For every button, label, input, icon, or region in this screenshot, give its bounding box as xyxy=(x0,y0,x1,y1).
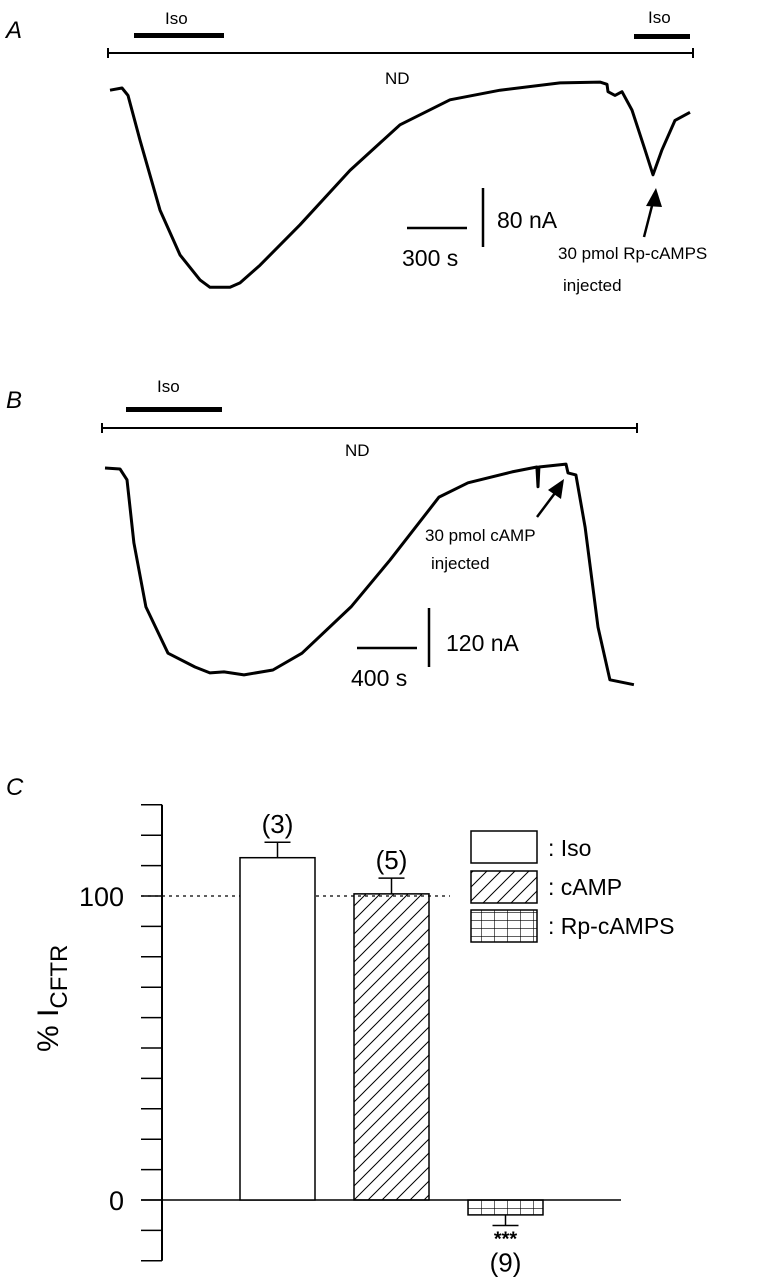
legend-label-iso: : Iso xyxy=(548,835,591,861)
iso-bar-a2 xyxy=(634,34,690,39)
n-label-camp: (5) xyxy=(376,845,408,875)
legend-swatch-camp xyxy=(470,870,538,904)
current-trace-b xyxy=(104,462,635,687)
annotation-b-line2: injected xyxy=(431,554,490,573)
legend-label-camp: : cAMP xyxy=(548,874,622,900)
time-scale-label-b: 400 s xyxy=(351,665,407,691)
panel-label-c: C xyxy=(6,774,24,801)
significance-label-rp-camps: *** xyxy=(494,1229,518,1251)
iso-bar-a1 xyxy=(134,33,224,38)
svg-text:% ICFTR: % ICFTR xyxy=(32,945,73,1052)
legend-label-rp-camps: : Rp-cAMPS xyxy=(548,913,675,939)
annotation-a-line1: 30 pmol Rp-cAMPS xyxy=(558,244,707,263)
bars: (3) (5) ***(9) xyxy=(239,809,544,1278)
current-trace-a xyxy=(109,80,691,289)
iso-bar-b xyxy=(126,407,222,412)
iso-label-b: Iso xyxy=(157,377,180,396)
y-axis-label: % ICFTR xyxy=(32,945,73,1052)
annotation-a-line2: injected xyxy=(563,276,622,295)
iso-label-a1: Iso xyxy=(165,9,188,28)
arrow-icon-b xyxy=(536,479,564,518)
nd-bar-b xyxy=(101,423,638,433)
nd-label-a: ND xyxy=(385,69,410,88)
n-label-rp-camps: (9) xyxy=(490,1248,522,1278)
legend-swatch-rp-camps xyxy=(470,909,538,943)
panel-b: B Iso ND 120 nA 400 s 30 pmol cAMP injec… xyxy=(6,377,638,691)
y-tick-label-100: 100 xyxy=(79,882,124,912)
current-scale-label-a: 80 nA xyxy=(497,207,558,233)
nd-label-b: ND xyxy=(345,441,370,460)
bar-iso xyxy=(239,856,316,1201)
arrow-icon-a xyxy=(642,188,662,238)
time-scale-label-a: 300 s xyxy=(402,245,458,271)
nd-bar-a xyxy=(107,48,694,58)
bar-camp xyxy=(353,893,430,1201)
panel-c: C % ICFTR (3) (5) ***(9) 100 0 : Iso : cAM… xyxy=(6,774,675,1278)
y-axis-label-main: % I xyxy=(32,1009,65,1052)
n-label-iso: (3) xyxy=(262,809,294,839)
y-tick-label-0: 0 xyxy=(109,1186,124,1216)
legend: : Iso : cAMP : Rp-cAMPS xyxy=(470,830,675,943)
iso-label-a2: Iso xyxy=(648,8,671,27)
panel-a: A Iso Iso ND 80 nA 300 s 30 pmol Rp-cAMP… xyxy=(4,8,707,295)
panel-label-a: A xyxy=(4,17,22,44)
annotation-b-line1: 30 pmol cAMP xyxy=(425,526,536,545)
y-axis-label-sub: CFTR xyxy=(46,945,73,1009)
bar-rp-camps xyxy=(467,1199,544,1216)
current-scale-label-b: 120 nA xyxy=(446,630,520,656)
panel-label-b: B xyxy=(6,387,22,414)
legend-swatch-iso xyxy=(470,830,538,864)
